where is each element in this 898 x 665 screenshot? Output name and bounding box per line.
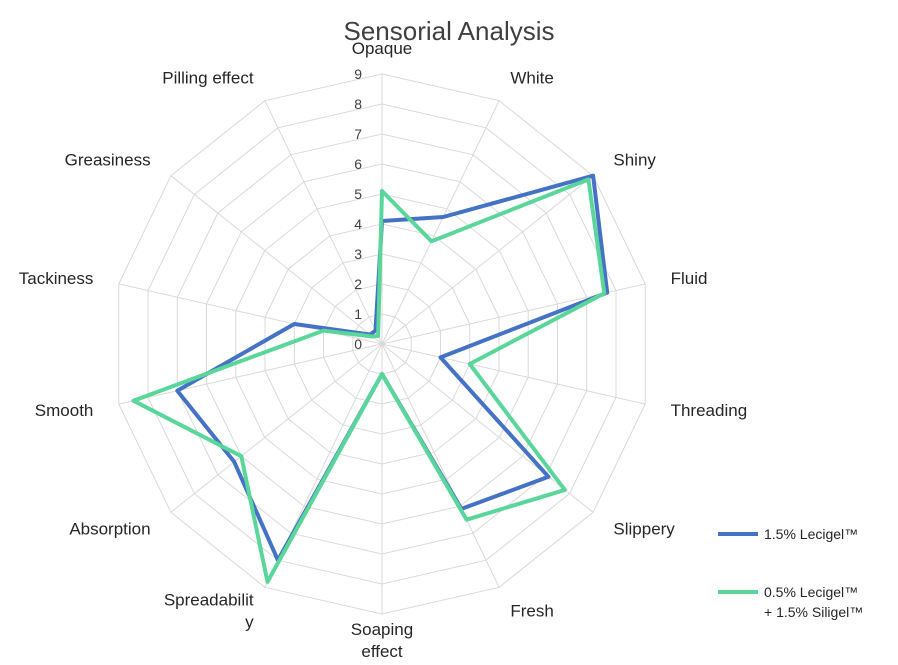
category-labels: Opaque White Shiny Fluid Threading Slippery Fr… <box>19 39 747 661</box>
category-label: Absorption <box>69 520 150 539</box>
grid-spoke <box>264 100 383 345</box>
radial-tick-labels: 0 1 2 3 4 5 6 7 8 9 <box>354 66 362 352</box>
legend-label-1: 1.5% Lecigel™ <box>764 526 858 542</box>
category-label: White <box>510 68 553 87</box>
category-label: Greasiness <box>65 150 151 169</box>
tick-label: 6 <box>354 156 362 172</box>
category-label: Threading <box>671 401 748 420</box>
series-lines <box>131 173 610 584</box>
tick-label: 9 <box>354 66 362 82</box>
grid-spoke <box>118 343 383 405</box>
category-label: Tackiness <box>19 269 94 288</box>
legend: 1.5% Lecigel™ 0.5% Lecigel™ + 1.5% Siligel… <box>718 526 863 620</box>
tick-label: 4 <box>354 216 362 232</box>
category-label: Fresh <box>510 602 553 621</box>
legend-label-2: 0.5% Lecigel™ + 1.5% Siligel™ <box>764 584 863 620</box>
tick-label: 8 <box>354 96 362 112</box>
category-label: Soaping effect <box>351 620 413 661</box>
radar-grid <box>118 73 646 615</box>
grid-spoke <box>381 343 646 405</box>
grid-spoke <box>170 175 383 345</box>
tick-label: 7 <box>354 126 362 142</box>
category-label: Opaque <box>352 39 413 58</box>
tick-label: 3 <box>354 246 362 262</box>
category-label: Fluid <box>671 269 708 288</box>
grid-spoke <box>381 343 594 513</box>
tick-label: 2 <box>354 276 362 292</box>
category-label: Pilling effect <box>162 68 254 87</box>
chart-title: Sensorial Analysis <box>344 16 555 46</box>
grid-spoke <box>381 175 594 345</box>
category-label: Slippery <box>613 520 675 539</box>
tick-label: 5 <box>354 186 362 202</box>
grid-spoke <box>381 100 500 345</box>
tick-label: 1 <box>354 306 362 322</box>
series-line-1 <box>175 173 610 563</box>
grid-spoke <box>118 283 383 345</box>
series-line-2 <box>131 177 607 584</box>
tick-label: 0 <box>354 336 362 352</box>
grid-spoke <box>381 343 500 588</box>
category-label: Spreadabilit y <box>164 591 254 632</box>
category-label: Smooth <box>35 401 94 420</box>
grid-spoke <box>170 343 383 513</box>
category-label: Shiny <box>613 150 656 169</box>
